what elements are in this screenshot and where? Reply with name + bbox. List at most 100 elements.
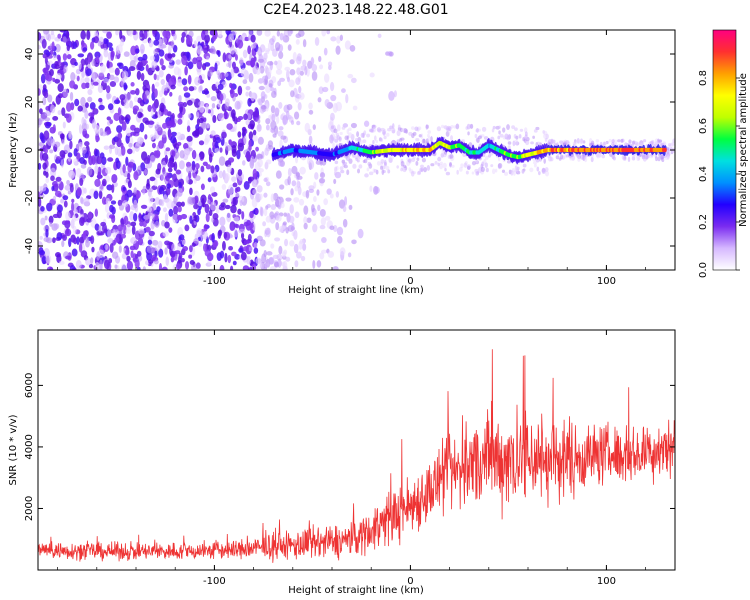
spectrogram-noise-mark: [266, 67, 272, 77]
spectrogram-noise-mark: [136, 70, 142, 80]
spectrogram-noise-mark: [106, 42, 113, 48]
spectrogram-halo-mark: [414, 126, 419, 132]
spectrogram-noise-mark: [153, 259, 159, 265]
spectrogram-noise-mark: [189, 245, 193, 253]
spectrogram-noise-mark: [62, 121, 66, 129]
spectrogram-noise-mark: [194, 175, 201, 181]
spectrogram-halo-mark: [412, 131, 417, 136]
spectrogram-noise-mark: [364, 173, 369, 178]
spectrogram-noise-mark: [139, 122, 145, 133]
spectrogram-noise-mark: [105, 85, 111, 94]
spectrogram-halo-mark: [419, 164, 425, 169]
spectrogram-noise-mark: [256, 153, 264, 160]
spectrogram-noise-mark: [122, 164, 126, 174]
spectrogram-noise-mark: [280, 225, 285, 231]
spectrogram-noise-mark: [305, 189, 310, 199]
spectrogram-noise-mark: [115, 157, 120, 164]
spectrogram-noise-mark: [339, 247, 346, 256]
spectrogram-noise-mark: [219, 250, 225, 259]
spectrogram-noise-mark: [339, 34, 344, 41]
snr-y-label: SNR (10 * v/v): [8, 414, 19, 485]
spectrogram-noise-mark: [125, 92, 132, 101]
spectrogram-halo-mark: [497, 135, 501, 140]
spectrogram-noise-mark: [47, 94, 53, 103]
spectrogram-noise-mark: [282, 260, 288, 270]
spectrogram-noise-mark: [278, 245, 283, 255]
spectrogram-halo-mark: [613, 156, 616, 161]
spectrogram-noise-mark: [256, 123, 262, 132]
spectrogram-noise-mark: [265, 124, 270, 131]
spectrogram-noise-mark: [146, 206, 153, 213]
spectrogram-halo-mark: [396, 165, 399, 169]
spectrogram-noise-mark: [282, 114, 289, 125]
spectrogram-noise-mark: [204, 90, 210, 95]
spectrogram-noise-mark: [223, 172, 230, 182]
spectrogram-halo-mark: [672, 138, 675, 143]
spectrogram-y-ticks: -40 -20 0 20 40: [24, 48, 675, 254]
spectrogram-noise-mark: [308, 135, 313, 144]
spectrogram-noise-mark: [326, 30, 331, 35]
spectrogram-noise-mark: [128, 66, 136, 72]
spectrogram-noise-mark: [324, 98, 330, 108]
spectrogram-halo-mark: [620, 138, 624, 143]
spectrogram-noise-mark: [56, 232, 63, 241]
spectrogram-noise-mark: [73, 158, 79, 165]
spectrogram-noise-mark: [95, 261, 100, 269]
spectrogram-noise-mark: [144, 168, 148, 175]
spectrogram-noise-mark: [90, 235, 95, 245]
spectrogram-noise-mark: [103, 228, 108, 233]
spectrogram-noise-mark: [303, 222, 308, 230]
spectrogram-noise-mark: [277, 80, 282, 87]
spectrogram-noise-mark: [369, 185, 373, 192]
spectrogram-noise-mark: [318, 177, 326, 184]
spectrogram-noise-mark: [152, 202, 157, 211]
spectrogram-noise-mark: [130, 90, 136, 95]
spectrogram-halo-mark: [652, 142, 658, 147]
spectrogram-noise-mark: [258, 85, 265, 91]
spectrogram-noise-mark: [303, 205, 309, 215]
spectrogram-noise-mark: [176, 201, 182, 207]
spectrogram-noise-mark: [299, 166, 306, 175]
spectrogram-noise-mark: [74, 61, 78, 66]
spectrogram-noise-mark: [279, 139, 283, 149]
spectrogram-halo-mark: [439, 161, 443, 165]
spectrogram-noise-mark: [215, 205, 220, 214]
spectrogram-noise-mark: [186, 125, 191, 133]
spectrogram-noise-mark: [87, 96, 93, 103]
spectrogram-noise-mark: [374, 186, 380, 194]
spectrogram-noise-mark: [84, 109, 89, 119]
spectrogram-noise-mark: [217, 230, 222, 239]
spectrogram-noise-mark: [49, 149, 54, 154]
spectrogram-halo-mark: [426, 165, 431, 171]
spectrogram-halo-mark: [584, 156, 588, 163]
spectrogram-noise-mark: [265, 159, 272, 165]
spectrogram-noise-mark: [332, 266, 339, 270]
spectrogram-noise-mark: [184, 147, 191, 157]
spectrogram-noise-mark: [218, 206, 226, 211]
spectrogram-noise-mark: [231, 176, 237, 182]
spectrogram-noise-mark: [116, 44, 123, 54]
spectrogram-noise-mark: [248, 144, 252, 151]
spectrogram-noise-mark: [200, 165, 205, 173]
spectrogram-noise-mark: [237, 85, 243, 96]
spectrogram-noise-mark: [41, 38, 47, 49]
spectrogram-halo-mark: [380, 165, 383, 170]
spectrogram-noise-mark: [106, 93, 112, 100]
spectrogram-noise-mark: [40, 73, 46, 84]
spectrogram-noise-mark: [59, 133, 65, 140]
spectrogram-halo-mark: [572, 141, 577, 145]
spectrogram-noise-mark: [111, 183, 115, 194]
spectrogram-halo-mark: [427, 130, 431, 134]
spectrogram-noise-mark: [245, 91, 250, 97]
spectrogram-noise-mark: [109, 81, 117, 88]
spectrogram-noise-mark: [295, 39, 300, 45]
spectrogram-halo-mark: [357, 168, 361, 174]
spectrogram-halo-mark: [484, 155, 489, 160]
spectrogram-noise-mark: [104, 203, 110, 213]
spectrogram-halo-mark: [332, 142, 335, 148]
spectrogram-noise-mark: [88, 211, 93, 219]
colorbar-tick-label: 0.4: [698, 166, 709, 182]
spectrogram-noise-mark: [249, 210, 254, 219]
spectrogram-noise-mark: [302, 59, 307, 67]
spectrogram-noise-mark: [150, 220, 155, 230]
